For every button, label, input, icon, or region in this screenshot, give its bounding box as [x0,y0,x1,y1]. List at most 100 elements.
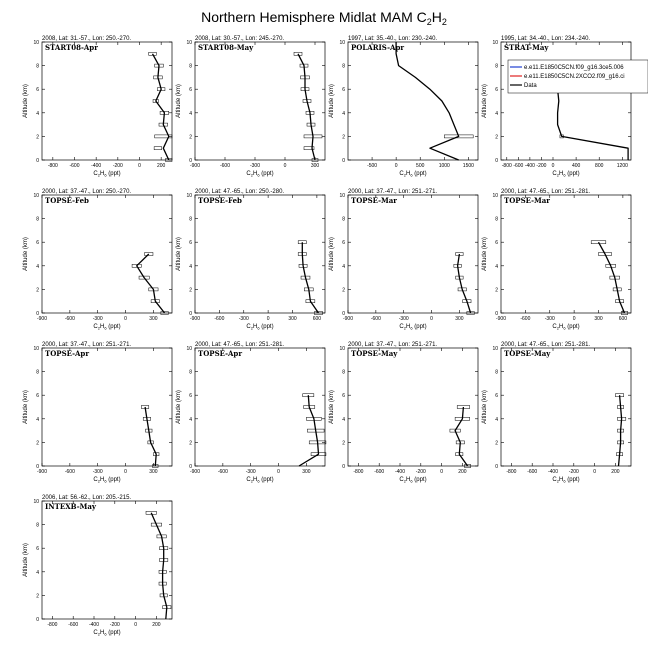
y-tick-label: 0 [189,311,192,317]
x-axis-label: C2H6 (ppt) [552,324,579,331]
x-tick-label: 0 [552,163,555,169]
plot-frame [347,347,479,467]
x-axis-label: C2H6 (ppt) [246,324,273,331]
panel-label: START08-May [198,43,254,52]
y-tick-label: 10 [186,193,192,199]
y-tick-label: 10 [33,193,39,199]
data-line [395,42,460,161]
y-tick-label: 6 [342,87,345,93]
x-tick-label: -300 [545,316,555,322]
y-tick-label: 8 [36,370,39,376]
y-tick-label: 10 [339,193,345,199]
y-tick-label: 10 [339,346,345,352]
panel-label: TOPSE-Apr [198,349,242,358]
y-tick-label: 2 [495,134,498,140]
x-tick-label: 300 [311,163,320,169]
panel-6: 2000, Lat: 47.-65., Lon: 250.-280.TOPSE-… [176,189,326,331]
x-tick-label: -300 [399,316,409,322]
legend-label: e.e11.E1850C5CN.2XCO2.f09_g16.ci [524,74,625,80]
x-tick-label: -200 [110,622,120,628]
y-tick-label: 4 [36,570,39,576]
x-tick-label: 600 [313,316,322,322]
y-tick-label: 6 [36,546,39,552]
error-bar [148,52,157,56]
x-tick-label: 0 [124,469,127,475]
panel-label: START08-Apr [45,43,98,52]
y-axis-label: Altitude (km) [482,390,488,424]
y-tick-label: 2 [36,287,39,293]
x-tick-label: 0 [134,622,137,628]
x-axis-label: C2H6 (ppt) [399,477,426,484]
legend: e.e11.E1850C5CN.f09_g16.3ce5.006 e.e11.E1… [507,59,648,94]
x-tick-label: -400 [395,469,405,475]
y-tick-label: 4 [36,417,39,423]
y-tick-label: 6 [36,393,39,399]
legend-label: Data [524,83,537,89]
figure-title: Northern Hemisphere Midlat MAM C2H2 [201,9,447,27]
panel-header: 2000, Lat: 37.-47., Lon: 251.-271. [348,342,437,348]
x-tick-label: -600 [65,469,75,475]
y-tick-label: 10 [33,499,39,505]
panel-header: 2000, Lat: 47.-65., Lon: 251.-281. [501,342,590,348]
x-tick-label: -800 [506,469,516,475]
error-bar [154,134,173,139]
x-tick-label: 300 [594,316,603,322]
panel-header: 2000, Lat: 37.-47., Lon: 251.-271. [348,189,437,195]
x-tick-label: 0 [430,316,433,322]
plot-frame [194,41,326,161]
y-tick-label: 2 [342,287,345,293]
y-tick-label: 0 [495,158,498,164]
y-tick-label: 0 [36,158,39,164]
x-tick-label: -200 [416,469,426,475]
x-tick-label: 0 [138,163,141,169]
x-tick-label: 0 [573,316,576,322]
panel-8: 2000, Lat: 47.-65., Lon: 251.-281.TOPSE-… [482,189,632,331]
x-tick-label: -200 [569,469,579,475]
y-tick-label: 6 [342,240,345,246]
data-line [298,395,320,467]
data-line [456,253,472,314]
panel-label: TOPSE-Mar [504,196,550,205]
data-line [136,253,166,314]
y-tick-label: 0 [342,158,345,164]
x-tick-label: 400 [572,163,581,169]
x-tick-label: -900 [190,469,200,475]
x-axis-label: C2H6 (ppt) [552,477,579,484]
x-tick-label: -600 [68,622,78,628]
panel-label: TOPSE-Feb [45,196,89,205]
error-bar [153,146,162,150]
x-tick-label: 1200 [617,163,628,169]
x-tick-label: -200 [113,163,123,169]
panel-2: 2008, Lat: 30.-57., Lon: 245.-270.START0… [176,36,326,178]
data-line [150,512,168,620]
x-axis-label: C2H6 (ppt) [93,477,120,484]
y-tick-label: 8 [495,64,498,70]
y-tick-label: 2 [189,287,192,293]
x-tick-label: -600 [374,469,384,475]
plot-frame [194,347,326,467]
error-bar [314,311,323,315]
panel-label: TOPSE-Feb [198,196,242,205]
panel-5: 2000, Lat: 37.-47., Lon: 250.-270.TOPSE-… [23,189,173,331]
x-tick-label: 200 [157,163,166,169]
x-axis-label: C2H6 (ppt) [246,477,273,484]
y-axis-label: Altitude (km) [176,237,182,271]
y-tick-label: 2 [342,440,345,446]
panel-label: TOPSE-Mar [351,196,397,205]
x-tick-label: -900 [37,316,47,322]
legend-label: e.e11.E1850C5CN.f09_g16.3ce5.006 [524,65,624,71]
y-tick-label: 0 [36,617,39,623]
y-tick-label: 8 [342,64,345,70]
x-tick-label: -200 [536,163,546,169]
panel-label: STRAT-May [504,43,549,52]
y-tick-label: 4 [495,417,498,423]
x-axis-label: C2H6 (ppt) [246,171,273,178]
y-tick-label: 2 [36,134,39,140]
x-tick-label: -900 [190,316,200,322]
x-tick-label: 1500 [463,163,474,169]
x-tick-label: 0 [284,163,287,169]
x-tick-label: -600 [65,316,75,322]
y-tick-label: 10 [186,40,192,46]
x-tick-label: -900 [496,316,506,322]
data-line [617,395,623,467]
